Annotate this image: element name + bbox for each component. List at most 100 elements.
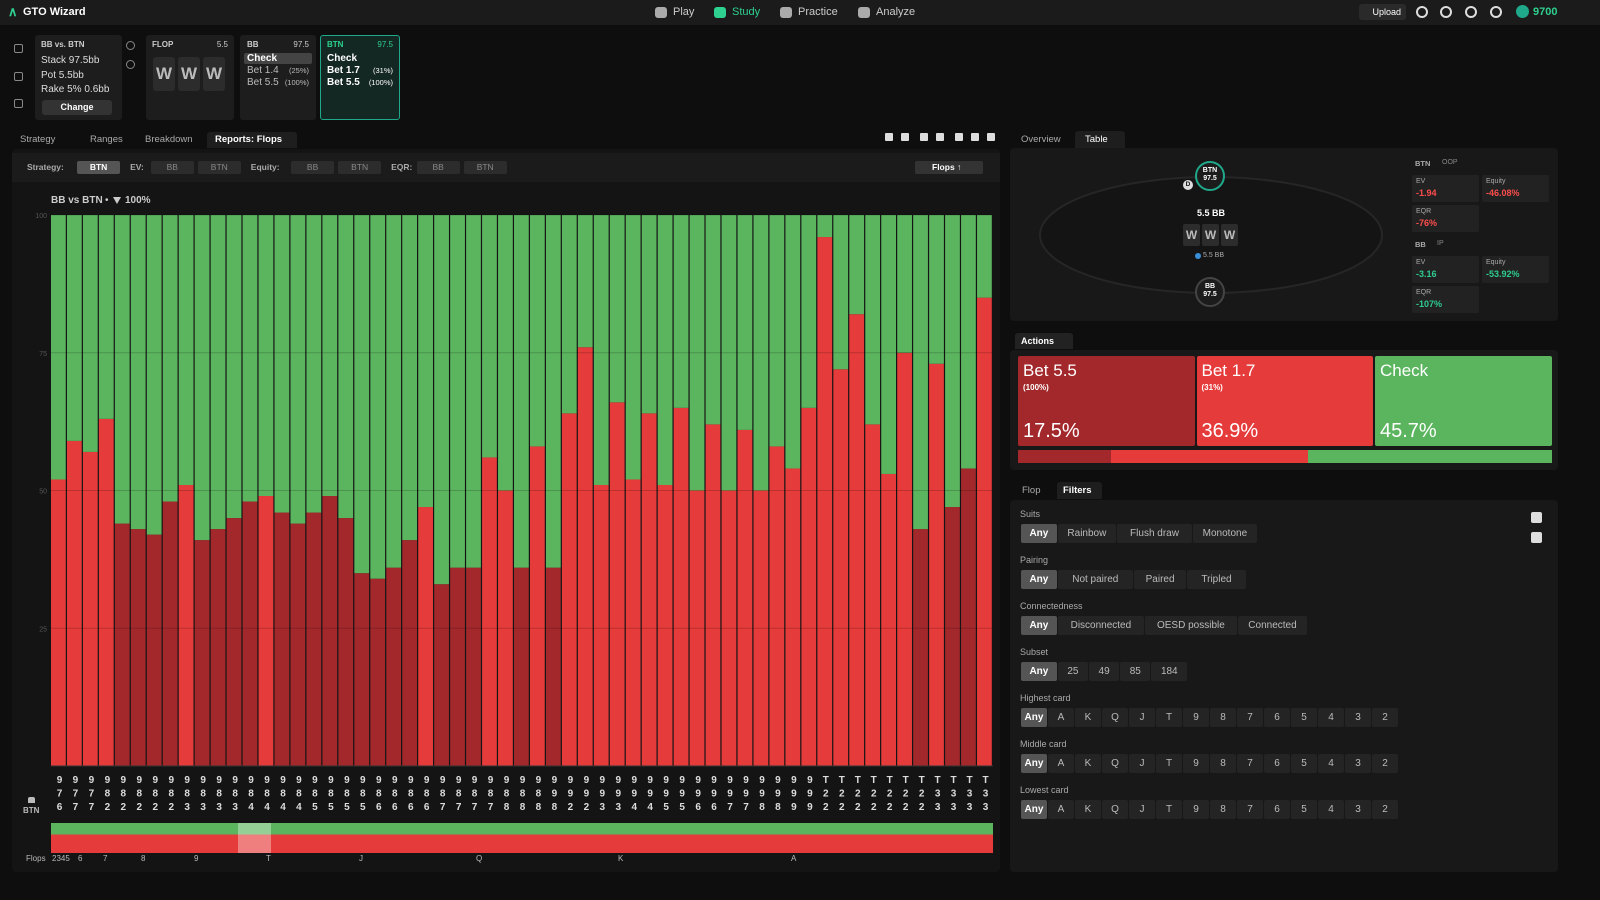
toolbar-chip[interactable]: BTN — [463, 161, 507, 174]
filter-option[interactable]: K — [1075, 754, 1101, 773]
toolbar-chip[interactable]: BB — [150, 161, 194, 174]
filter-option[interactable]: Any — [1021, 800, 1047, 819]
filter-option[interactable]: 4 — [1318, 800, 1344, 819]
main-tab[interactable]: Ranges — [90, 134, 123, 145]
filter-option[interactable]: 7 — [1237, 754, 1263, 773]
side-icon[interactable] — [14, 99, 23, 108]
toolbar-chip[interactable]: BTN — [197, 161, 241, 174]
filter-option[interactable]: 6 — [1264, 800, 1290, 819]
tool-icon[interactable] — [936, 133, 944, 141]
node-card[interactable] — [320, 35, 400, 120]
filter-option[interactable]: Rainbow — [1057, 524, 1116, 543]
side-icon[interactable] — [14, 44, 23, 53]
filter-option[interactable]: Flush draw — [1117, 524, 1192, 543]
side-icon[interactable] — [14, 72, 23, 81]
nav-item[interactable]: Analyze — [876, 6, 916, 18]
filter-option[interactable]: Disconnected — [1057, 616, 1144, 635]
filter-option[interactable]: J — [1129, 754, 1155, 773]
filter-option[interactable]: 3 — [1345, 754, 1371, 773]
filter-option[interactable]: 8 — [1210, 754, 1236, 773]
filter-option[interactable]: 49 — [1089, 662, 1120, 681]
filter-option[interactable]: Any — [1021, 616, 1057, 635]
tool-icon[interactable] — [885, 133, 893, 141]
filter-option[interactable]: OESD possible — [1145, 616, 1237, 635]
filter-option[interactable]: 3 — [1345, 708, 1371, 727]
filter-option[interactable]: 184 — [1151, 662, 1188, 681]
filter-option[interactable]: Q — [1102, 754, 1128, 773]
tool-icon[interactable] — [987, 133, 995, 141]
filter-option[interactable]: 3 — [1345, 800, 1371, 819]
upload-button[interactable]: Upload — [1359, 4, 1406, 20]
action-box[interactable] — [1196, 356, 1373, 446]
filter-option[interactable]: 2 — [1372, 708, 1398, 727]
filter-option[interactable]: Q — [1102, 708, 1128, 727]
filter-option[interactable]: 2 — [1372, 800, 1398, 819]
filter-option[interactable]: Connected — [1237, 616, 1308, 635]
filter-tab[interactable]: Flop — [1022, 485, 1041, 496]
header-icon[interactable] — [1490, 6, 1502, 18]
node-action[interactable]: Bet 1.4 — [247, 65, 279, 76]
toolbar-chip[interactable]: BTN — [338, 161, 382, 174]
tool-icon[interactable] — [971, 133, 979, 141]
node-action[interactable]: Bet 5.5 — [327, 77, 360, 88]
main-tab[interactable]: Strategy — [20, 134, 56, 145]
filter-option[interactable]: J — [1129, 708, 1155, 727]
right-tab[interactable]: Table — [1085, 134, 1108, 145]
right-tab[interactable]: Overview — [1021, 134, 1061, 145]
filter-option[interactable]: Tripled — [1187, 570, 1246, 589]
node-action[interactable]: Check — [327, 53, 358, 64]
filter-option[interactable]: Q — [1102, 800, 1128, 819]
actions-header[interactable]: Actions — [1015, 333, 1073, 349]
filter-option[interactable]: 5 — [1291, 754, 1317, 773]
nav-item[interactable]: Study — [732, 6, 761, 18]
filter-option[interactable]: 8 — [1210, 708, 1236, 727]
overview-window[interactable] — [238, 823, 271, 853]
toolbar-chip[interactable]: BTN — [77, 161, 121, 174]
filter-option[interactable]: Any — [1021, 708, 1047, 727]
filter-option[interactable]: 8 — [1210, 800, 1236, 819]
tool-icon[interactable] — [901, 133, 909, 141]
filter-option[interactable]: T — [1156, 708, 1182, 727]
filter-option[interactable]: A — [1048, 800, 1074, 819]
filter-option[interactable]: A — [1048, 708, 1074, 727]
filter-option[interactable]: A — [1048, 754, 1074, 773]
filter-option[interactable]: 4 — [1318, 754, 1344, 773]
filter-option[interactable]: Not paired — [1057, 570, 1133, 589]
side-icon[interactable] — [126, 41, 135, 50]
filter-option[interactable]: 85 — [1120, 662, 1151, 681]
filter-option[interactable]: 9 — [1183, 708, 1209, 727]
filter-option[interactable]: J — [1129, 800, 1155, 819]
node-action[interactable]: Check — [247, 53, 278, 64]
main-tab[interactable]: Breakdown — [145, 134, 193, 145]
header-icon[interactable] — [1416, 6, 1428, 18]
node-card[interactable] — [240, 35, 316, 120]
filter-option[interactable]: 7 — [1237, 708, 1263, 727]
change-button[interactable]: Change — [42, 100, 112, 115]
toolbar-chip[interactable]: BB — [416, 161, 460, 174]
filter-option[interactable]: 4 — [1318, 708, 1344, 727]
nav-item[interactable]: Practice — [798, 6, 838, 18]
filter-option[interactable]: Any — [1021, 570, 1057, 589]
filter-option[interactable]: K — [1075, 800, 1101, 819]
filter-option[interactable]: 6 — [1264, 708, 1290, 727]
filter-option[interactable]: 9 — [1183, 754, 1209, 773]
filter-option[interactable]: Any — [1021, 662, 1057, 681]
toolbar-chip[interactable]: BB — [291, 161, 335, 174]
filter-option[interactable]: T — [1156, 754, 1182, 773]
action-box[interactable] — [1018, 356, 1195, 446]
header-icon[interactable] — [1440, 6, 1452, 18]
filter-icon-btn[interactable] — [1531, 512, 1542, 523]
tool-icon[interactable] — [920, 133, 928, 141]
side-icon[interactable] — [126, 60, 135, 69]
sort-dropdown[interactable]: Flops ↑ — [915, 161, 983, 174]
tool-icon[interactable] — [955, 133, 963, 141]
action-box[interactable] — [1375, 356, 1552, 446]
filter-option[interactable]: 9 — [1183, 800, 1209, 819]
filter-option[interactable]: 7 — [1237, 800, 1263, 819]
main-tab[interactable]: Reports: Flops — [215, 134, 283, 145]
filter-option[interactable]: Paired — [1133, 570, 1187, 589]
nav-item[interactable]: Play — [673, 6, 695, 18]
filter-option[interactable]: 6 — [1264, 754, 1290, 773]
node-action[interactable]: Bet 5.5 — [247, 77, 279, 88]
filter-option[interactable]: 25 — [1057, 662, 1088, 681]
